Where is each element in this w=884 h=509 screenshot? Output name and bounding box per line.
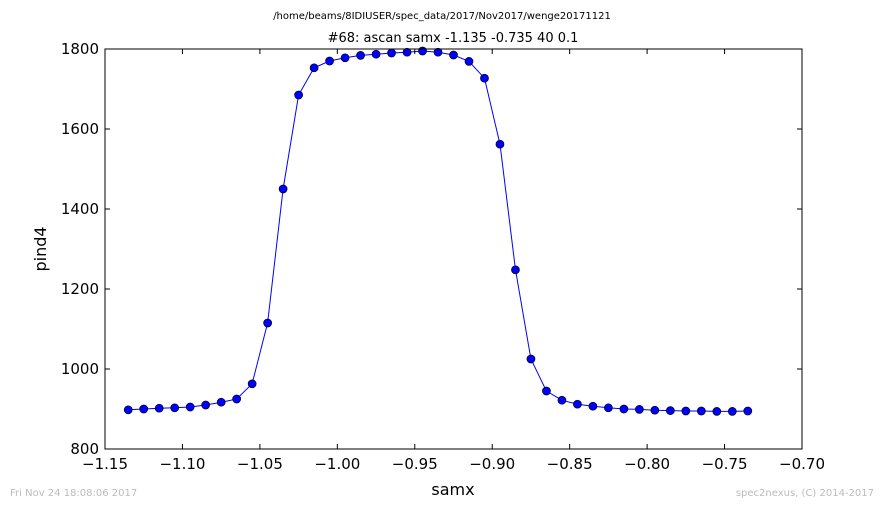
data-point <box>201 400 211 410</box>
chart-title: #68: ascan samx -1.135 -0.735 40 0.1 <box>328 31 579 46</box>
data-point <box>712 407 722 416</box>
data-point <box>263 318 272 328</box>
x-axis-label: samx <box>431 480 474 499</box>
data-point <box>185 402 195 412</box>
data-point <box>604 403 613 413</box>
data-point <box>635 405 644 414</box>
data-point <box>588 401 598 411</box>
y-tick-label: 1400 <box>61 200 99 218</box>
x-tick-label: −1.00 <box>314 455 360 473</box>
y-tick-label: 1000 <box>61 360 99 378</box>
data-point <box>325 56 334 66</box>
data-point <box>511 265 520 275</box>
axes: −1.15 −1.10 −1.05 −1.00 −0.95 −0.90 −0.85 −0.80… <box>61 40 825 473</box>
y-tick-label: 1600 <box>61 120 99 138</box>
data-point <box>681 406 691 416</box>
data-point <box>650 405 660 415</box>
data-point <box>232 394 242 404</box>
data-point <box>743 406 753 416</box>
x-tick-label: −0.80 <box>624 455 670 473</box>
series-line <box>128 50 748 412</box>
footer-timestamp: Fri Nov 24 18:08:06 2017 <box>10 488 138 499</box>
x-tick-label: −0.95 <box>392 455 438 473</box>
data-point <box>557 395 567 405</box>
data-point <box>665 406 675 415</box>
data-point <box>526 354 536 364</box>
y-tick-label: 1800 <box>61 40 99 58</box>
data-point <box>619 404 629 414</box>
data-point <box>727 407 737 416</box>
data-point <box>495 139 505 149</box>
data-point <box>278 184 288 194</box>
y-axis-label: pind4 <box>31 226 50 271</box>
footer-credit: spec2nexus, (C) 2014-2017 <box>735 488 874 499</box>
data-point <box>154 403 164 413</box>
x-tick-label: −0.85 <box>547 455 593 473</box>
data-point <box>340 53 350 63</box>
data-point <box>123 405 133 415</box>
x-tick-label: −1.15 <box>82 455 128 473</box>
data-point <box>402 47 412 57</box>
data-point <box>309 63 319 73</box>
data-point <box>480 73 489 83</box>
y-tick-label: 1200 <box>61 280 99 298</box>
data-point <box>371 49 381 59</box>
data-point <box>449 50 458 60</box>
data-point <box>387 48 396 58</box>
data-point <box>139 404 149 414</box>
data-point <box>418 46 427 56</box>
data-point <box>170 403 180 413</box>
plot-frame <box>104 48 803 450</box>
x-tick-label: −1.10 <box>159 455 205 473</box>
data-point <box>433 47 443 57</box>
data-point <box>294 90 303 100</box>
x-tick-label: −1.05 <box>237 455 283 473</box>
x-tick-label: −0.75 <box>702 455 748 473</box>
file-path-heading: /home/beams/8IDIUSER/spec_data/2017/Nov2… <box>273 11 611 22</box>
data-point <box>696 406 706 416</box>
x-tick-label: −0.70 <box>779 455 825 473</box>
data-point <box>573 399 582 409</box>
data-point <box>216 397 226 407</box>
data-point <box>356 51 365 60</box>
data-series <box>123 46 753 416</box>
x-tick-label: −0.90 <box>469 455 515 473</box>
data-point <box>542 386 551 396</box>
data-point <box>247 379 257 389</box>
y-tick-label: 800 <box>70 440 99 458</box>
data-point <box>464 57 474 66</box>
